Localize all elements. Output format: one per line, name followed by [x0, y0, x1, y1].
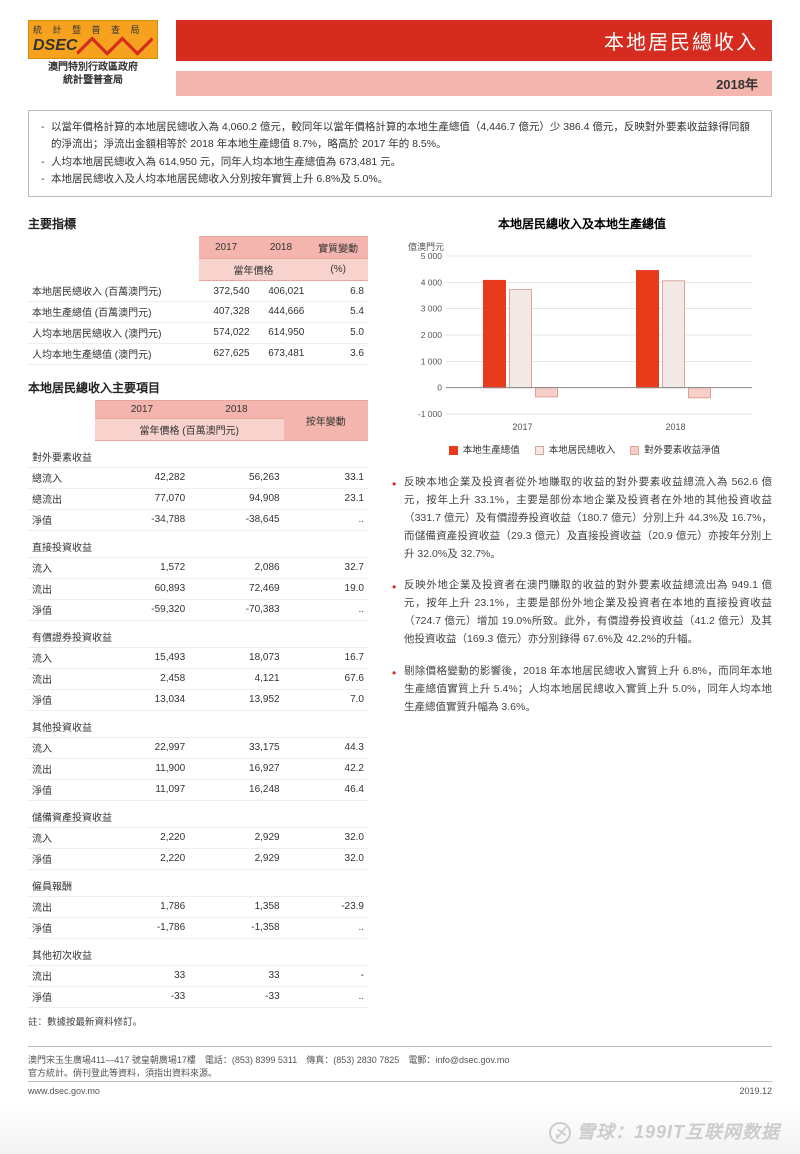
table-row: 流出60,89372,46919.0: [28, 578, 368, 599]
svg-text:2017: 2017: [512, 422, 532, 432]
analysis-item: 剔除價格變動的影響後，2018 年本地居民總收入實質上升 6.8%，而同年本地生…: [392, 663, 772, 717]
table-row: 流入2,2202,92932.0: [28, 827, 368, 848]
group-header: 直接投資收益: [28, 530, 368, 557]
summary-box: 以當年價格計算的本地居民總收入為 4,060.2 億元，較同年以當年價格計算的本…: [28, 110, 772, 197]
table-row: 淨值13,03413,9527.0: [28, 689, 368, 710]
footer-bottom: www.dsec.gov.mo 2019.12: [28, 1081, 772, 1096]
col-2017: 2017: [199, 237, 254, 259]
group-header: 對外要素收益: [28, 440, 368, 467]
table-row: 淨值2,2202,92932.0: [28, 848, 368, 869]
indicators-heading: 主要指標: [28, 215, 368, 232]
table-row: 流出2,4584,12167.6: [28, 668, 368, 689]
group-header: 其他投資收益: [28, 710, 368, 737]
table-row: 本地居民總收入 (百萬澳門元)372,540406,0216.8: [28, 281, 368, 302]
svg-text:3 000: 3 000: [421, 304, 443, 314]
components-table: 2017 2018 按年變動 當年價格 (百萬澳門元) 對外要素收益總流入42,…: [28, 400, 368, 1008]
table-row: 淨值-34,788-38,645..: [28, 509, 368, 530]
table-row: 本地生產總值 (百萬澳門元)407,328444,6665.4: [28, 301, 368, 322]
table-row: 流出11,90016,92742.2: [28, 758, 368, 779]
footer-url: www.dsec.gov.mo: [28, 1086, 100, 1096]
xueqiu-icon: [549, 1122, 571, 1144]
logo-zigzag-icon: [77, 36, 153, 56]
page-year: 2018年: [176, 71, 772, 96]
table-row: 流入1,5722,08632.7: [28, 557, 368, 578]
analysis-list: 反映本地企業及投資者從外地賺取的收益的對外要素收益總流入為 562.6 億元，按…: [392, 474, 772, 716]
logo-subtitle: 澳門特別行政區政府 統計暨普查局: [28, 62, 158, 87]
svg-text:5 000: 5 000: [421, 251, 443, 261]
logo-block: 統 計 暨 普 查 局 DSEC 澳門特別行政區政府 統計暨普查局: [28, 20, 158, 87]
table-row: 淨值-1,786-1,358..: [28, 917, 368, 938]
dsec-logo: 統 計 暨 普 查 局 DSEC: [28, 20, 158, 59]
chart-legend: 本地生產總值本地居民總收入對外要素收益淨值: [392, 442, 772, 456]
table-note: 註：數據按最新資料修訂。: [28, 1014, 368, 1028]
footer: 澳門宋玉生廣場411—417 號皇朝廣場17樓 電話：(853) 8399 53…: [28, 1046, 772, 1079]
svg-text:1 000: 1 000: [421, 357, 443, 367]
title-block: 本地居民總收入 2018年: [176, 20, 772, 96]
svg-text:2 000: 2 000: [421, 330, 443, 340]
summary-item: 本地居民總收入及人均本地居民總收入分別按年實質上升 6.8%及 5.0%。: [41, 171, 759, 188]
logo-main: DSEC: [33, 36, 153, 56]
watermark-bar: 雪球：199IT互联网数据: [0, 1106, 800, 1154]
watermark-text: 雪球：199IT互联网数据: [549, 1118, 780, 1144]
table-row: 流入15,49318,07316.7: [28, 647, 368, 668]
svg-text:-1 000: -1 000: [418, 409, 442, 419]
table-row: 淨值-33-33..: [28, 986, 368, 1007]
svg-text:4 000: 4 000: [421, 278, 443, 288]
left-column: 主要指標 2017 2018 實質變動 當年價格 (%) 本地居民總收入 (百萬…: [28, 215, 368, 1028]
col-change: 實質變動: [308, 237, 368, 259]
table-row: 流入22,99733,17544.3: [28, 737, 368, 758]
indicators-table: 2017 2018 實質變動 當年價格 (%) 本地居民總收入 (百萬澳門元)3…: [28, 236, 368, 365]
group-header: 儲備資產投資收益: [28, 800, 368, 827]
group-header: 其他初次收益: [28, 938, 368, 965]
table-row: 總流出77,07094,90823.1: [28, 488, 368, 509]
header: 統 計 暨 普 查 局 DSEC 澳門特別行政區政府 統計暨普查局 本地居民總收…: [28, 20, 772, 96]
bar-chart: 億澳門元-1 00001 0002 0003 0004 0005 0002017…: [392, 238, 772, 438]
footer-date: 2019.12: [739, 1086, 772, 1096]
table-row: 淨值11,09716,24846.4: [28, 779, 368, 800]
right-column: 本地居民總收入及本地生產總值 億澳門元-1 00001 0002 0003 00…: [392, 215, 772, 1028]
sub-price: 當年價格: [199, 259, 309, 281]
analysis-item: 反映外地企業及投資者在澳門賺取的收益的對外要素收益總流出為 949.1 億元，按…: [392, 577, 772, 648]
svg-text:0: 0: [437, 383, 442, 393]
footer-src: 官方統計。倘刊登此等資料，須指出資料來源。: [28, 1066, 772, 1079]
table-row: 流出3333-: [28, 965, 368, 986]
footer-addr: 澳門宋玉生廣場411—417 號皇朝廣場17樓 電話：(853) 8399 53…: [28, 1053, 772, 1066]
table-row: 人均本地居民總收入 (澳門元)574,022614,9505.0: [28, 322, 368, 343]
page-title: 本地居民總收入: [176, 20, 772, 61]
table-row: 總流入42,28256,26333.1: [28, 467, 368, 488]
group-header: 有價證券投資收益: [28, 620, 368, 647]
group-header: 僱員報酬: [28, 869, 368, 896]
summary-item: 人均本地居民總收入為 614,950 元，同年人均本地生產總值為 673,481…: [41, 154, 759, 171]
svg-text:2018: 2018: [665, 422, 685, 432]
components-heading: 本地居民總收入主要項目: [28, 379, 368, 396]
summary-item: 以當年價格計算的本地居民總收入為 4,060.2 億元，較同年以當年價格計算的本…: [41, 119, 759, 154]
chart-title: 本地居民總收入及本地生產總值: [392, 215, 772, 232]
table-row: 人均本地生產總值 (澳門元)627,625673,4813.6: [28, 343, 368, 364]
analysis-item: 反映本地企業及投資者從外地賺取的收益的對外要素收益總流入為 562.6 億元，按…: [392, 474, 772, 563]
unit-pct: (%): [308, 259, 368, 281]
table-row: 流出1,7861,358-23.9: [28, 896, 368, 917]
logo-top-text: 統 計 暨 普 查 局: [33, 23, 153, 36]
table-row: 淨值-59,320-70,383..: [28, 599, 368, 620]
col-2018: 2018: [254, 237, 309, 259]
